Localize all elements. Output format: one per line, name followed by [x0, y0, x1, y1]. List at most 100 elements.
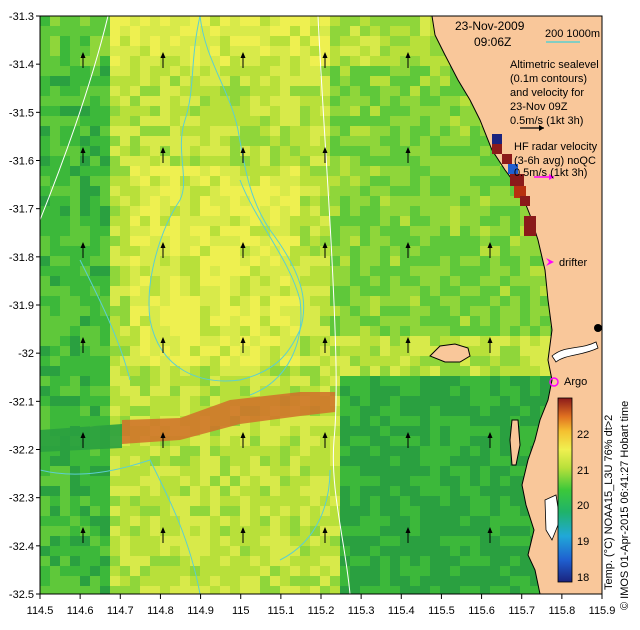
map-time: 09:06Z — [474, 35, 511, 49]
sst-pixel — [140, 446, 150, 456]
sst-pixel — [280, 136, 290, 146]
sst-pixel — [250, 456, 260, 466]
sst-pixel — [430, 506, 440, 516]
sst-pixel — [390, 96, 400, 106]
sst-pixel — [340, 156, 350, 166]
sst-pixel — [180, 526, 190, 536]
sst-pixel — [390, 326, 400, 336]
sst-pixel — [390, 46, 400, 56]
sst-pixel — [310, 16, 320, 26]
sst-pixel — [170, 396, 180, 406]
sst-pixel — [420, 576, 430, 586]
sst-pixel — [400, 366, 410, 376]
sst-pixel — [420, 146, 430, 156]
sst-pixel — [100, 226, 110, 236]
hf-legend-1: HF radar velocity — [514, 141, 598, 153]
sst-pixel — [330, 236, 340, 246]
sst-pixel — [80, 66, 90, 76]
sst-pixel — [50, 16, 60, 26]
sst-pixel — [510, 196, 520, 206]
sst-pixel — [100, 376, 110, 386]
sst-pixel — [300, 196, 310, 206]
sst-pixel — [150, 346, 160, 356]
sst-pixel — [280, 386, 290, 396]
sst-pixel — [180, 166, 190, 176]
sst-pixel — [510, 476, 520, 486]
sst-pixel — [240, 346, 250, 356]
sst-pixel — [220, 146, 230, 156]
sst-pixel — [240, 486, 250, 496]
sst-pixel — [90, 86, 100, 96]
sst-pixel — [370, 196, 380, 206]
sst-pixel — [480, 506, 490, 516]
sst-pixel — [440, 366, 450, 376]
sst-pixel — [230, 506, 240, 516]
sst-pixel — [200, 516, 210, 526]
sst-pixel — [180, 476, 190, 486]
sst-pixel — [160, 446, 170, 456]
sst-pixel — [150, 106, 160, 116]
sst-pixel — [500, 216, 510, 226]
sst-pixel — [160, 146, 170, 156]
lon-tick-label: 115.1 — [267, 605, 294, 617]
sst-pixel — [280, 526, 290, 536]
sst-pixel — [50, 366, 60, 376]
sst-pixel — [530, 356, 540, 366]
sst-pixel — [360, 106, 370, 116]
sst-pixel — [470, 296, 480, 306]
sst-pixel — [370, 556, 380, 566]
sst-pixel — [300, 126, 310, 136]
sst-pixel — [160, 536, 170, 546]
sst-pixel — [490, 546, 500, 556]
sst-pixel — [410, 536, 420, 546]
sst-pixel — [360, 566, 370, 576]
sst-pixel — [480, 476, 490, 486]
sst-pixel — [410, 96, 420, 106]
sst-pixel — [470, 116, 480, 126]
sst-pixel — [150, 86, 160, 96]
sst-pixel — [60, 536, 70, 546]
sst-pixel — [180, 406, 190, 416]
sst-pixel — [490, 326, 500, 336]
sst-pixel — [50, 126, 60, 136]
sst-pixel — [350, 496, 360, 506]
sst-pixel — [320, 476, 330, 486]
sst-pixel — [40, 66, 50, 76]
sst-pixel — [270, 296, 280, 306]
sst-pixel — [200, 526, 210, 536]
sst-pixel — [290, 226, 300, 236]
sst-pixel — [210, 546, 220, 556]
sst-pixel — [130, 346, 140, 356]
sst-pixel — [510, 336, 520, 346]
sst-pixel — [190, 306, 200, 316]
sst-pixel — [350, 226, 360, 236]
sst-pixel — [380, 126, 390, 136]
sst-pixel — [520, 276, 530, 286]
sst-pixel — [480, 296, 490, 306]
sst-pixel — [440, 556, 450, 566]
sst-pixel — [50, 586, 60, 594]
sst-pixel — [400, 196, 410, 206]
sst-pixel — [480, 236, 490, 246]
sst-pixel — [220, 26, 230, 36]
sst-pixel — [100, 66, 110, 76]
sst-pixel — [90, 76, 100, 86]
sst-pixel — [300, 96, 310, 106]
sst-pixel — [390, 36, 400, 46]
sst-pixel — [360, 446, 370, 456]
sst-pixel — [320, 106, 330, 116]
sst-pixel — [150, 496, 160, 506]
sst-pixel — [270, 346, 280, 356]
sst-pixel — [80, 576, 90, 586]
sst-pixel — [90, 266, 100, 276]
sst-pixel — [450, 126, 460, 136]
sst-pixel — [110, 26, 120, 36]
sst-pixel — [330, 96, 340, 106]
sst-pixel — [460, 366, 470, 376]
sst-pixel — [220, 336, 230, 346]
sst-pixel — [90, 586, 100, 594]
sst-pixel — [320, 496, 330, 506]
sst-pixel — [170, 296, 180, 306]
sst-pixel — [80, 186, 90, 196]
sst-pixel — [390, 206, 400, 216]
